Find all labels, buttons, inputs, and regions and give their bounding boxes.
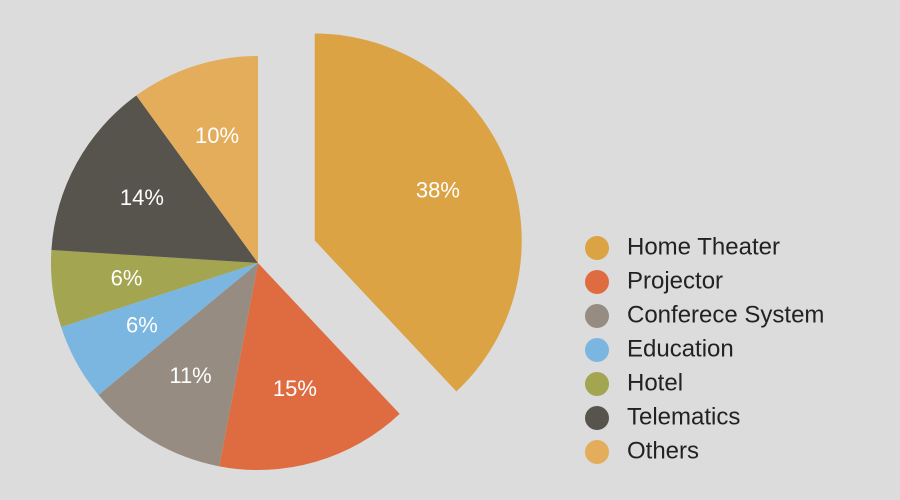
- slice-label: 38%: [416, 178, 460, 203]
- legend-label: Hotel: [627, 369, 683, 396]
- legend-swatch: [585, 406, 609, 430]
- pie-slice: [50, 250, 258, 327]
- legend-swatch: [585, 304, 609, 328]
- slice-label: 6%: [111, 265, 143, 290]
- legend-label: Projector: [627, 267, 723, 294]
- legend-swatch: [585, 236, 609, 260]
- slice-label: 14%: [120, 185, 164, 210]
- pie-slice: [136, 56, 258, 263]
- legend-label: Education: [627, 335, 734, 362]
- slice-label: 11%: [169, 363, 211, 388]
- slice-label: 10%: [195, 123, 239, 148]
- pie-slice: [98, 263, 259, 467]
- legend-swatch: [585, 270, 609, 294]
- slice-label: 6%: [126, 313, 158, 338]
- legend-label: Telematics: [627, 403, 740, 430]
- legend-label: Home Theater: [627, 233, 780, 260]
- pie-slice: [61, 263, 258, 395]
- legend-swatch: [585, 372, 609, 396]
- pie-slice: [51, 95, 259, 264]
- slice-label: 15%: [273, 376, 317, 401]
- legend-label: Others: [627, 437, 699, 464]
- pie-slice: [219, 263, 400, 470]
- legend-swatch: [585, 338, 609, 362]
- legend-label: Conferece System: [627, 301, 824, 328]
- legend-swatch: [585, 440, 609, 464]
- pie-slice: [314, 33, 522, 392]
